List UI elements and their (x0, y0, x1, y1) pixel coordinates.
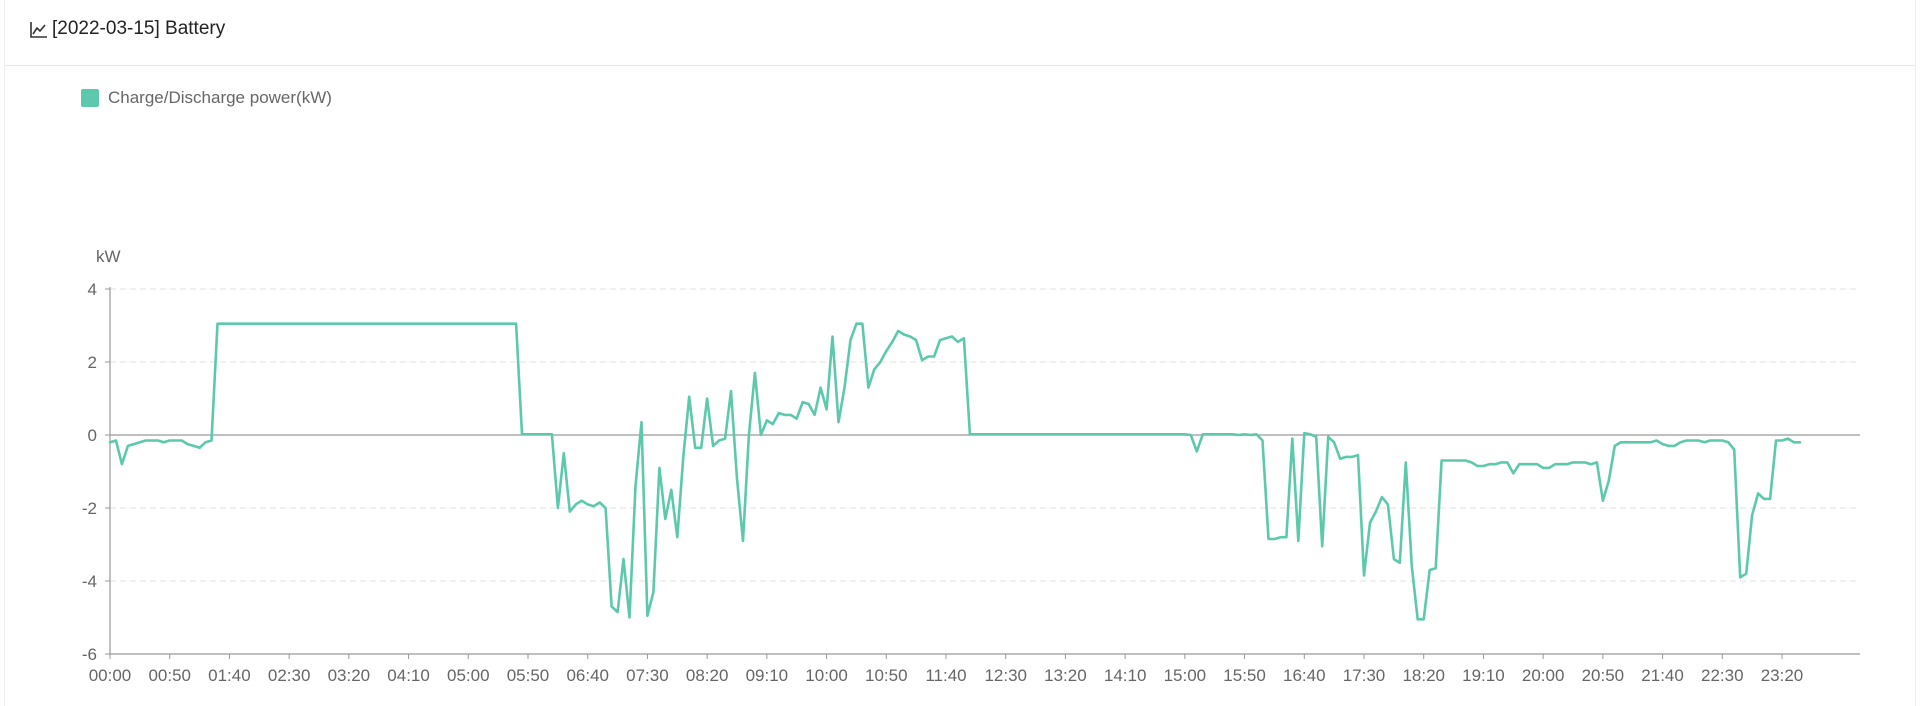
y-tick-label: 0 (88, 426, 97, 445)
x-tick-label: 01:40 (208, 666, 251, 685)
y-tick-label: 4 (88, 280, 97, 299)
x-tick-label: 11:40 (925, 666, 966, 685)
x-tick-label: 18:20 (1402, 666, 1445, 685)
x-tick-label: 07:30 (626, 666, 669, 685)
x-tick-label: 02:30 (268, 666, 311, 685)
x-tick-label: 08:20 (686, 666, 729, 685)
x-tick-label: 20:50 (1582, 666, 1625, 685)
line-chart-icon (30, 22, 47, 38)
x-tick-label: 04:10 (387, 666, 430, 685)
legend-swatch (81, 89, 99, 107)
x-tick-label: 10:50 (865, 666, 908, 685)
y-tick-label: -4 (82, 572, 97, 591)
x-tick-label: 12:30 (984, 666, 1027, 685)
x-tick-label: 14:10 (1104, 666, 1147, 685)
x-tick-label: 19:10 (1462, 666, 1505, 685)
chart-axes (105, 287, 1860, 659)
x-tick-label: 15:50 (1223, 666, 1266, 685)
x-tick-labels: 00:00 00:50 01:40 02:30 03:20 04:10 05:00 05:50… (89, 666, 1804, 685)
y-tick-label: -6 (82, 645, 97, 664)
page-title: [2022-03-15] Battery (52, 18, 226, 39)
x-tick-label: 13:20 (1044, 666, 1087, 685)
series-line (108, 322, 1802, 621)
x-tick-label: 20:00 (1522, 666, 1565, 685)
panel-header: [2022-03-15] Battery (5, 0, 1915, 66)
x-tick-label: 22:30 (1701, 666, 1744, 685)
legend-label: Charge/Discharge power(kW) (108, 88, 332, 107)
x-tick-label: 00:50 (148, 666, 191, 685)
x-tick-label: 10:00 (805, 666, 848, 685)
x-tick-label: 09:10 (746, 666, 789, 685)
series-layer (108, 322, 1802, 621)
chart-legend[interactable]: Charge/Discharge power(kW) (81, 88, 332, 108)
y-tick-label: -2 (82, 499, 97, 518)
x-tick-label: 17:30 (1343, 666, 1386, 685)
x-tick-label: 03:20 (328, 666, 371, 685)
x-tick-label: 21:40 (1641, 666, 1684, 685)
y-tick-labels: 4 2 0 -2 -4 -6 (82, 280, 97, 664)
x-tick-label: 05:50 (507, 666, 550, 685)
x-tick-label: 06:40 (566, 666, 609, 685)
x-tick-label: 00:00 (89, 666, 132, 685)
x-tick-label: 05:00 (447, 666, 490, 685)
x-tick-label: 16:40 (1283, 666, 1326, 685)
chart-panel: [2022-03-15] Battery Charge/Discharge po… (4, 0, 1916, 706)
y-axis-label: kW (96, 247, 121, 266)
x-tick-label: 23:20 (1761, 666, 1804, 685)
x-tick-label: 15:00 (1164, 666, 1207, 685)
y-tick-label: 2 (88, 353, 97, 372)
